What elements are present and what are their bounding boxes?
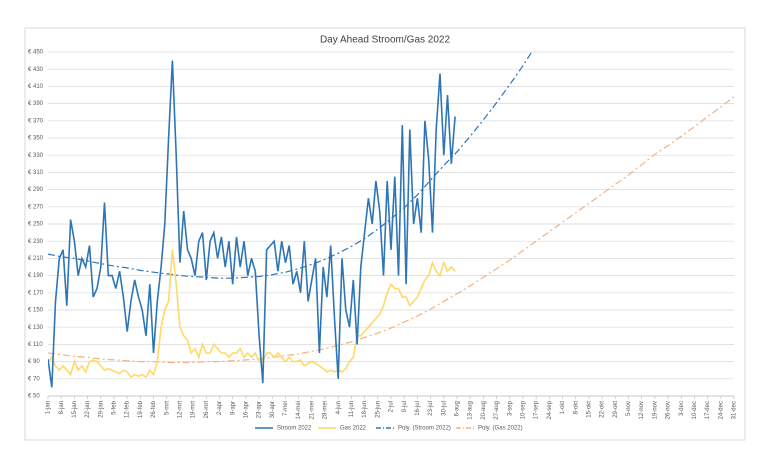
y-tick-label: € 90 — [28, 359, 40, 365]
series-line — [48, 60, 456, 388]
x-tick-label: 9-apr — [230, 401, 236, 415]
y-tick-label: € 210 — [28, 256, 44, 262]
x-tick-label: 2-apr — [217, 401, 223, 415]
x-tick-label: 23-jul — [428, 401, 434, 416]
labels: € 50 € 70 € 90 € 110 € 130 € 150 € 170 € 190 € 2… — [28, 50, 738, 432]
y-tick-label: € 130 — [28, 325, 44, 331]
x-tick-label: 12-feb — [125, 400, 131, 418]
x-tick-label: 8-jan — [59, 401, 65, 414]
y-tick-label: € 410 — [28, 84, 44, 90]
x-tick-label: 1-okt — [560, 401, 566, 415]
y-tick-label: € 370 — [28, 118, 44, 124]
y-tick-label: € 50 — [28, 394, 40, 400]
x-tick-label: 3-dec — [679, 401, 685, 416]
plot-area — [48, 52, 734, 388]
legend-label: Poly. (Stroom 2022) — [398, 426, 451, 432]
y-tick-label: € 350 — [28, 136, 44, 142]
x-tick-label: 6-aug — [455, 401, 461, 416]
x-tick-label: 13-aug — [468, 401, 474, 420]
x-tick-label: 2-jul — [389, 401, 395, 412]
legend-label: Poly. (Gas 2022) — [478, 426, 523, 432]
x-tick-label: 29-jan — [98, 401, 104, 418]
x-tick-label: 28-mei — [323, 401, 329, 419]
series-line — [48, 96, 734, 364]
x-tick-label: 8-okt — [573, 401, 579, 415]
x-tick-label: 4-jun — [336, 401, 342, 414]
x-tick-label: 9-jul — [402, 401, 408, 412]
x-tick-label: 5-feb — [112, 400, 118, 414]
x-tick-label: 1-jan — [46, 401, 52, 414]
x-tick-label: 22-okt — [600, 401, 606, 418]
x-tick-label: 23-apr — [257, 401, 263, 418]
x-tick-label: 26-mrt — [204, 401, 210, 419]
x-tick-label: 26-nov — [666, 401, 672, 419]
x-tick-label: 12-nov — [639, 401, 645, 419]
x-tick-label: 30-jul — [441, 401, 447, 416]
x-tick-label: 5-mrt — [164, 401, 170, 415]
x-tick-label: 11-jun — [349, 401, 355, 417]
series-line — [48, 249, 456, 379]
y-tick-label: € 290 — [28, 187, 44, 193]
y-tick-label: € 170 — [28, 290, 44, 296]
y-tick-label: € 250 — [28, 222, 44, 228]
x-tick-label: 17-dec — [705, 401, 711, 419]
x-tick-label: 29-okt — [613, 401, 619, 418]
x-tick-label: 15-okt — [586, 401, 592, 418]
x-tick-label: 17-sep — [534, 400, 540, 419]
y-tick-label: € 230 — [28, 239, 44, 245]
y-tick-label: € 270 — [28, 204, 44, 210]
y-tick-label: € 150 — [28, 308, 44, 314]
x-tick-label: 25-jun — [375, 401, 381, 418]
legend-label: Gas 2022 — [340, 426, 367, 432]
x-tick-label: 10-sep — [521, 400, 527, 419]
x-tick-label: 24-sep — [547, 400, 553, 419]
chart-title: Day Ahead Stroom/Gas 2022 — [320, 35, 451, 46]
y-tick-label: € 70 — [28, 376, 40, 382]
y-tick-label: € 390 — [28, 101, 44, 107]
y-tick-label: € 110 — [28, 342, 43, 348]
x-tick-label: 10-dec — [692, 401, 698, 419]
x-tick-label: 15-jan — [72, 401, 78, 418]
x-tick-label: 24-dec — [718, 401, 724, 419]
x-tick-label: 7-mei — [283, 401, 289, 416]
x-tick-label: 20-aug — [481, 401, 487, 420]
y-tick-label: € 430 — [28, 67, 44, 73]
x-tick-label: 12-mrt — [178, 401, 184, 419]
x-tick-label: 5-nov — [626, 401, 632, 416]
x-tick-label: 22-jan — [85, 401, 91, 418]
x-tick-label: 19-mrt — [191, 401, 197, 419]
y-tick-label: € 450 — [28, 50, 44, 56]
x-tick-label: 26-feb — [151, 400, 157, 418]
x-tick-label: 16-jul — [415, 401, 421, 416]
y-tick-label: € 190 — [28, 273, 44, 279]
x-tick-label: 3-sep — [507, 400, 513, 416]
x-tick-label: 14-mei — [296, 401, 302, 419]
x-tick-label: 16-apr — [243, 401, 249, 418]
x-tick-label: 27-aug — [494, 401, 500, 420]
x-tick-label: 21-mei — [309, 401, 315, 419]
x-tick-label: 31-dec — [732, 401, 738, 419]
legend-label: Stroom 2022 — [277, 426, 312, 432]
y-tick-label: € 330 — [28, 153, 44, 159]
y-tick-label: € 310 — [28, 170, 44, 176]
x-tick-label: 30-apr — [270, 401, 276, 418]
x-tick-label: 19-feb — [138, 400, 144, 418]
x-tick-label: 19-nov — [652, 401, 658, 419]
x-tick-label: 18-jun — [362, 401, 368, 418]
series-line — [48, 52, 533, 279]
